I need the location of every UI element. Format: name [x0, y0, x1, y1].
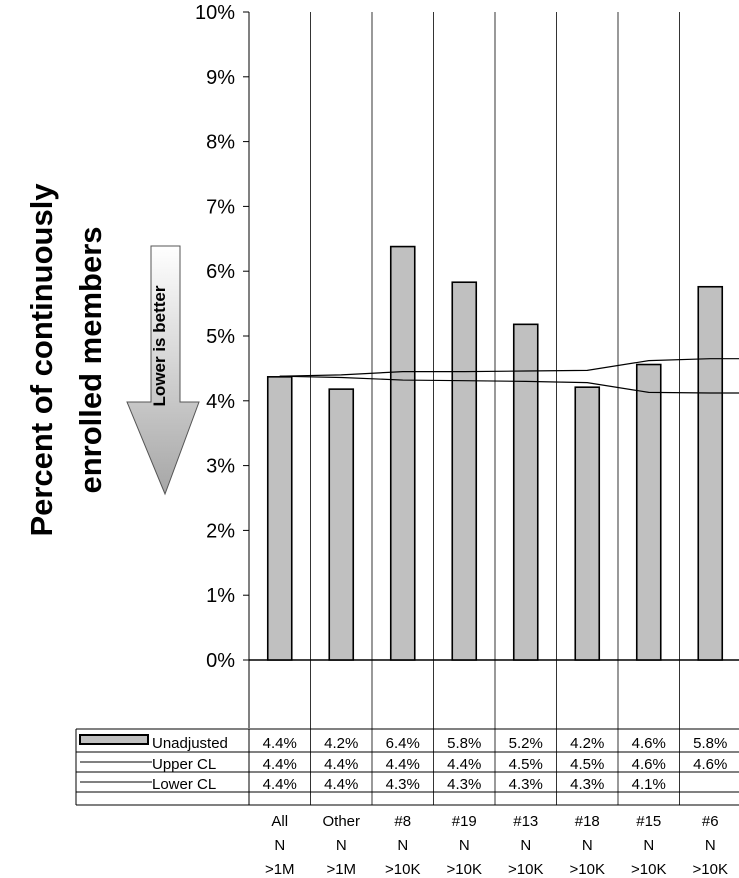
bar-unadjusted	[266, 376, 293, 661]
x-tick-label: >1M	[326, 861, 356, 878]
y-tick-label: 10%	[195, 2, 235, 24]
data-label: 6.4%	[386, 735, 420, 752]
line-upper-cl	[279, 358, 739, 377]
data-label: 4.3%	[447, 776, 481, 793]
data-label: 4.1%	[632, 776, 666, 793]
x-tick-label: >10K	[447, 861, 482, 878]
x-tick-label: N	[643, 837, 654, 854]
x-tick-label: N	[582, 837, 593, 854]
legend-label: Unadjusted	[152, 735, 228, 752]
bar-unadjusted	[389, 245, 416, 661]
data-label: 4.5%	[570, 756, 604, 773]
x-tick-label: #19	[452, 813, 477, 830]
y-tick-label: 3%	[206, 456, 235, 478]
bar-unadjusted	[635, 363, 662, 661]
x-tick-label: >10K	[570, 861, 605, 878]
legend-label: Lower CL	[152, 776, 216, 793]
y-tick-label: 4%	[206, 391, 235, 413]
data-label: 4.4%	[263, 756, 297, 773]
y-tick-label: 5%	[206, 326, 235, 348]
bar-unadjusted	[451, 281, 478, 661]
x-tick-label: #8	[394, 813, 411, 830]
annotation-lower-is-better: Lower is better	[150, 285, 169, 406]
y-axis-title-line-1: Percent of continuously	[24, 183, 59, 537]
x-tick-label: N	[520, 837, 531, 854]
x-tick-label: #15	[636, 813, 661, 830]
data-label: 5.8%	[693, 735, 727, 752]
x-tick-label: >10K	[508, 861, 543, 878]
y-tick-label: 8%	[206, 132, 235, 154]
line-lower-cl	[279, 375, 739, 394]
data-label: 4.2%	[570, 735, 604, 752]
x-tick-label: Other	[322, 813, 360, 830]
y-tick-label: 7%	[206, 196, 235, 218]
x-tick-label: >1M	[265, 861, 295, 878]
data-label: 4.4%	[447, 756, 481, 773]
x-tick-label: N	[397, 837, 408, 854]
x-tick-label: >10K	[631, 861, 666, 878]
data-label: 4.5%	[509, 756, 543, 773]
bar-unadjusted	[697, 285, 724, 661]
down-arrow-icon	[126, 245, 200, 496]
data-label: 4.4%	[386, 756, 420, 773]
y-tick-label: 1%	[206, 585, 235, 607]
x-tick-label: #13	[513, 813, 538, 830]
x-tick-label: N	[336, 837, 347, 854]
data-label: 4.4%	[324, 776, 358, 793]
legend-swatch-unadjusted	[79, 734, 149, 745]
x-tick-label: #18	[575, 813, 600, 830]
data-label: 4.2%	[324, 735, 358, 752]
data-label: 4.3%	[509, 776, 543, 793]
data-label: 5.8%	[447, 735, 481, 752]
bar-unadjusted	[574, 386, 601, 661]
data-label: 4.3%	[570, 776, 604, 793]
x-tick-label: #6	[702, 813, 719, 830]
legend-label: Upper CL	[152, 756, 216, 773]
data-label: 4.6%	[632, 756, 666, 773]
bar-unadjusted	[512, 323, 539, 661]
bar-unadjusted	[328, 388, 355, 661]
x-tick-label: N	[459, 837, 470, 854]
data-label: 5.2%	[509, 735, 543, 752]
data-label: 4.3%	[386, 776, 420, 793]
x-tick-label: >10K	[385, 861, 420, 878]
x-tick-label: N	[705, 837, 716, 854]
data-label: 4.6%	[632, 735, 666, 752]
y-tick-label: 0%	[206, 650, 235, 672]
x-tick-label: All	[271, 813, 288, 830]
x-tick-label: >10K	[693, 861, 728, 878]
data-label: 4.6%	[693, 756, 727, 773]
data-label: 4.4%	[263, 776, 297, 793]
y-tick-label: 6%	[206, 261, 235, 283]
data-label: 4.4%	[324, 756, 358, 773]
x-tick-label: N	[274, 837, 285, 854]
data-label: 4.4%	[263, 735, 297, 752]
y-axis-title-line-2: enrolled members	[73, 226, 108, 493]
y-tick-label: 9%	[206, 67, 235, 89]
y-tick-label: 2%	[206, 520, 235, 542]
